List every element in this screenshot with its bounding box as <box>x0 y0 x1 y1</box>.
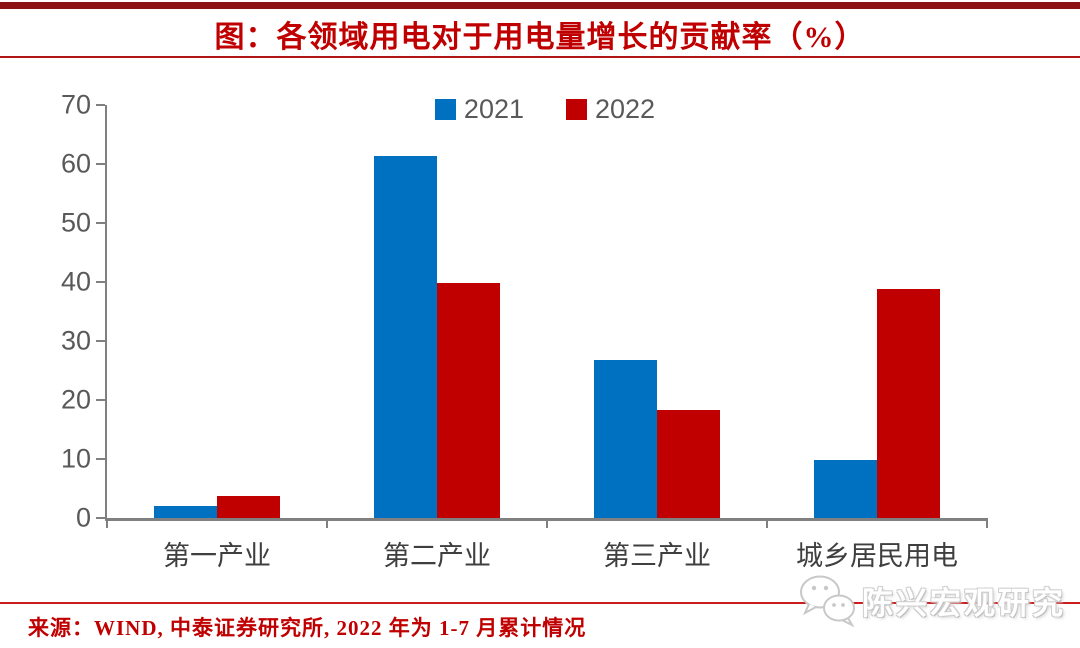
y-axis-label: 70 <box>60 89 91 120</box>
wechat-icon <box>800 575 855 628</box>
y-axis-label: 10 <box>60 443 91 474</box>
x-axis-tick <box>986 518 988 528</box>
y-axis-label: 30 <box>60 325 91 356</box>
source-note: 来源：WIND, 中泰证券研究所, 2022 年为 1-7 月累计情况 <box>28 616 587 640</box>
chart-title: 图：各领域用电对于用电量增长的贡献率（%） <box>214 21 866 54</box>
bar-2022-第一产业 <box>217 495 280 518</box>
y-axis-tick <box>96 222 105 224</box>
y-axis-tick <box>96 458 105 460</box>
x-axis-label: 第二产业 <box>383 541 491 571</box>
bar-chart: 2021 2022 0 10 20 30 40 50 60 70 第一产业 第二产业 第三产业 城乡居… <box>0 60 1080 605</box>
top-border-bar <box>0 2 1080 9</box>
y-axis-label: 50 <box>60 207 91 238</box>
y-axis-label: 40 <box>60 266 91 297</box>
legend-label-2021: 2021 <box>463 94 524 124</box>
legend-swatch-2022 <box>566 99 587 120</box>
title-divider <box>0 56 1080 58</box>
bar-2021-第三产业 <box>594 359 657 518</box>
legend-item-2022: 2022 <box>566 94 655 125</box>
y-axis-tick <box>96 399 105 401</box>
x-axis-label: 第三产业 <box>603 541 711 571</box>
x-axis-label: 第一产业 <box>163 541 271 571</box>
chart-legend: 2021 2022 <box>105 94 985 125</box>
y-axis-label: 0 <box>75 502 91 533</box>
watermark: 陈兴宏观研究 <box>796 572 1066 628</box>
bar-2022-第二产业 <box>437 283 500 518</box>
x-axis-tick <box>106 518 108 528</box>
legend-item-2021: 2021 <box>434 94 524 125</box>
x-axis-tick <box>326 518 328 528</box>
bar-2021-第二产业 <box>374 156 437 518</box>
y-axis-tick <box>96 340 105 342</box>
x-axis-tick <box>766 518 768 528</box>
y-axis-tick <box>96 163 105 165</box>
y-axis-label: 20 <box>60 384 91 415</box>
y-axis-tick <box>96 517 105 519</box>
bar-2021-城乡居民用电 <box>814 460 877 518</box>
y-axis-label: 60 <box>60 148 91 179</box>
watermark-text: 陈兴宏观研究 <box>862 585 1066 621</box>
legend-swatch-2021 <box>434 99 456 120</box>
bar-2022-第三产业 <box>657 410 720 518</box>
y-axis-tick <box>96 281 105 283</box>
bar-2021-第一产业 <box>154 506 217 518</box>
footer-divider <box>0 602 1080 604</box>
plot-area: 0 10 20 30 40 50 60 70 第一产业 第二产业 第三产业 城乡居民用电 <box>61 90 988 571</box>
y-axis-tick <box>96 104 105 106</box>
x-axis-tick <box>546 518 548 528</box>
bar-2022-城乡居民用电 <box>877 288 940 518</box>
legend-label-2022: 2022 <box>595 94 656 124</box>
x-axis-label: 城乡居民用电 <box>796 541 958 571</box>
